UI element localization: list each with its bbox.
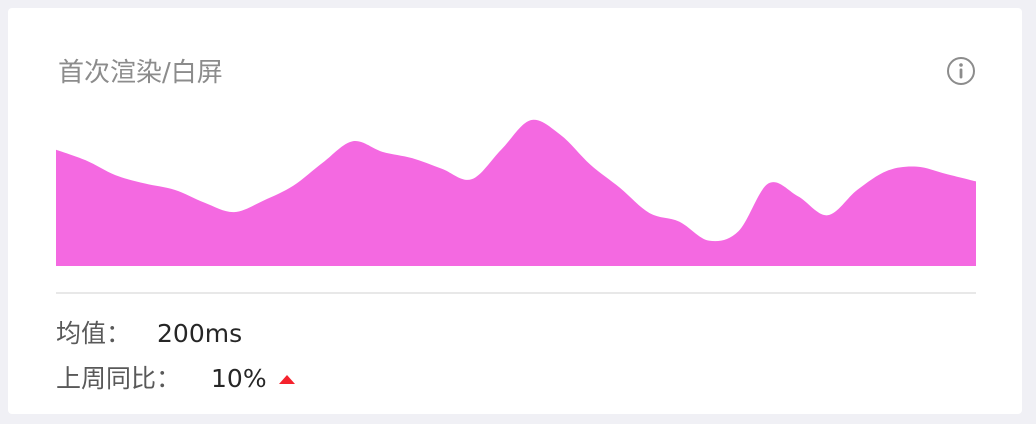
card-title: 首次渲染/白屏 xyxy=(58,58,223,88)
average-row: 均值： 200ms xyxy=(56,318,242,350)
area-chart xyxy=(56,118,976,266)
info-circle-icon[interactable] xyxy=(946,56,976,86)
divider xyxy=(56,292,976,294)
week-over-week-value: 10% xyxy=(211,364,267,393)
area-chart-svg xyxy=(56,119,976,266)
triangle-up-icon xyxy=(278,375,295,384)
average-label: 均值： xyxy=(56,319,132,348)
metric-card: 首次渲染/白屏 均值： 200ms 上周同比： 10% xyxy=(8,8,1022,414)
area-series xyxy=(56,119,976,266)
average-value: 200ms xyxy=(157,319,243,348)
week-over-week-row: 上周同比： 10% xyxy=(56,363,295,395)
week-over-week-label: 上周同比： xyxy=(56,364,182,393)
